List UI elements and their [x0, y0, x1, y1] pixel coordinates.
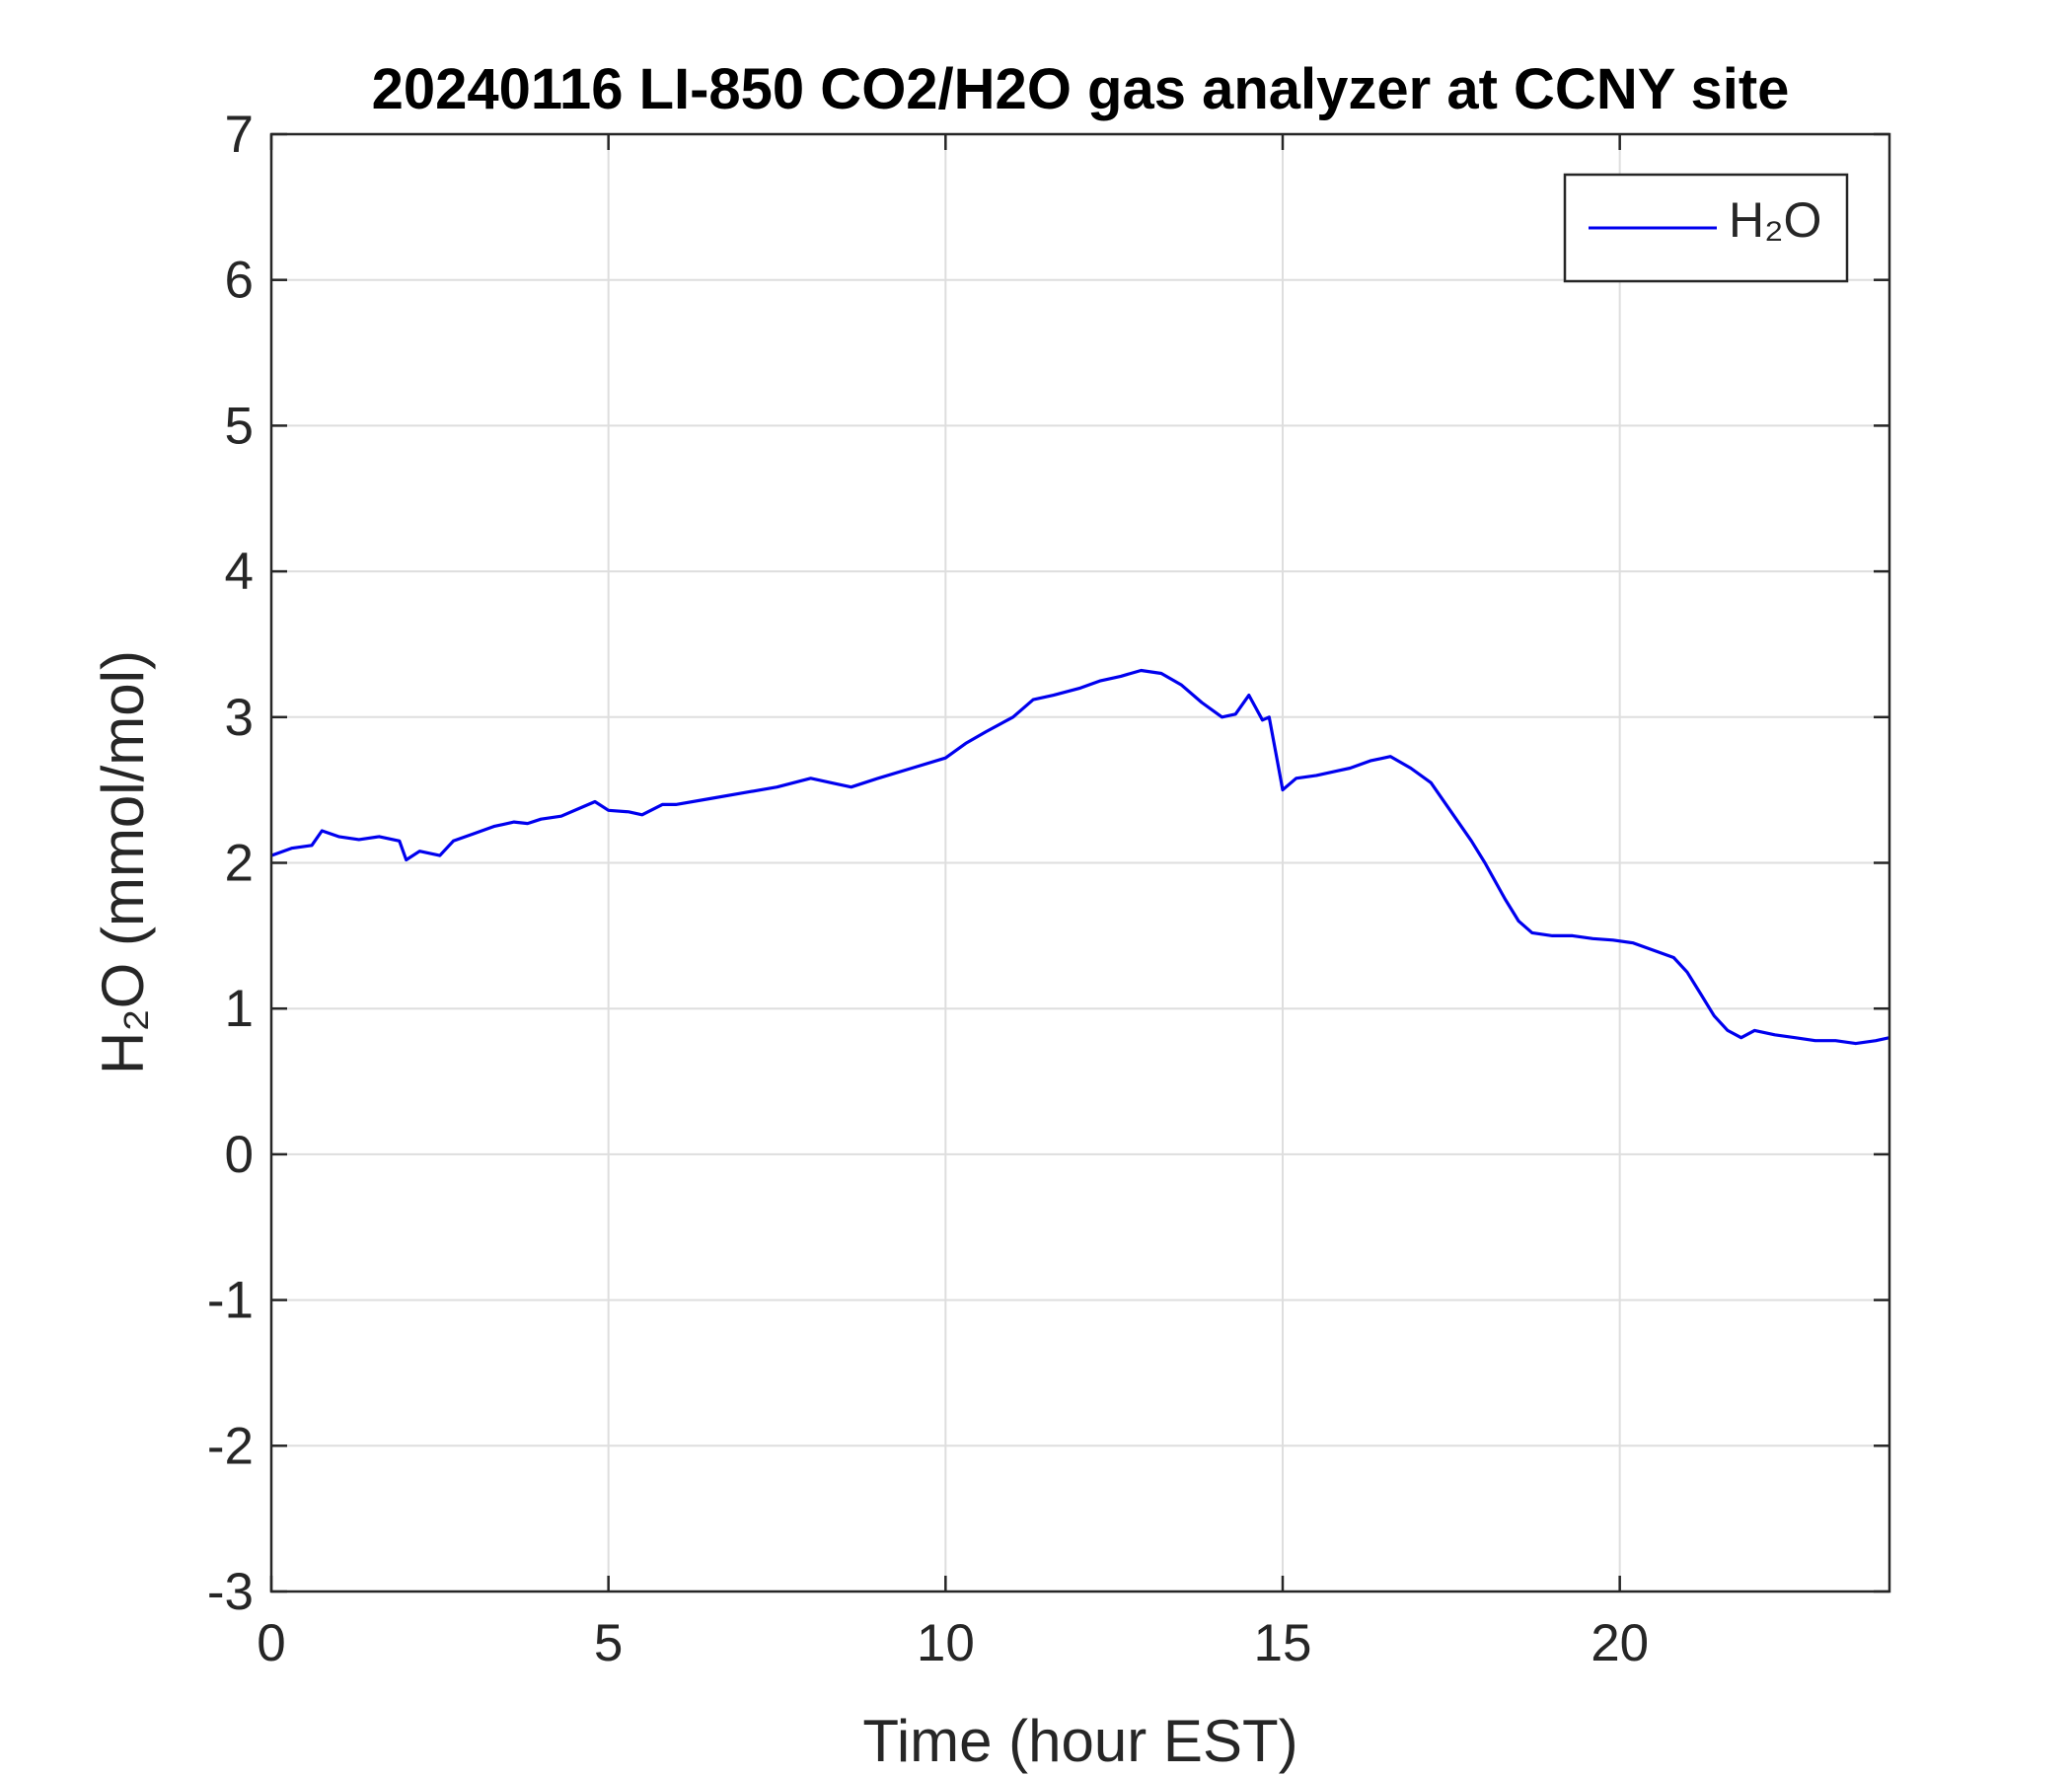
x-axis-label: Time (hour EST)	[862, 1708, 1297, 1774]
x-tick-label: 5	[594, 1614, 623, 1672]
y-tick-label: 7	[225, 106, 254, 164]
y-tick-label: 5	[225, 397, 254, 455]
chart-title: 20240116 LI-850 CO2/H2O gas analyzer at …	[372, 57, 1790, 121]
x-tick-label: 0	[257, 1614, 285, 1672]
y-tick-label: 0	[225, 1126, 254, 1184]
y-tick-label: -1	[207, 1272, 254, 1330]
legend-label: H₂O	[1729, 192, 1821, 248]
series-layer	[270, 668, 1890, 1046]
y-tick-label: 2	[225, 835, 254, 893]
series-line-0	[270, 668, 1890, 1046]
tick-labels: 0 5 10 15 20 -3 -2 -1 0 1 2 3 4 5 6 7	[207, 106, 1649, 1672]
y-tick-label: 1	[225, 980, 254, 1038]
y-tick-label: -2	[207, 1417, 254, 1475]
y-tick-label: 6	[225, 252, 254, 310]
y-axis-label: H₂O (mmol/mol)	[90, 650, 156, 1074]
y-tick-label: -3	[207, 1563, 254, 1621]
x-tick-label: 10	[917, 1614, 975, 1672]
x-tick-label: 20	[1591, 1614, 1649, 1672]
grid-lines	[271, 134, 1889, 1591]
y-tick-label: 3	[225, 689, 254, 747]
y-tick-label: 4	[225, 543, 254, 601]
legend: H₂O	[1563, 173, 1849, 283]
x-tick-label: 15	[1254, 1614, 1312, 1672]
axes	[269, 132, 1891, 1593]
